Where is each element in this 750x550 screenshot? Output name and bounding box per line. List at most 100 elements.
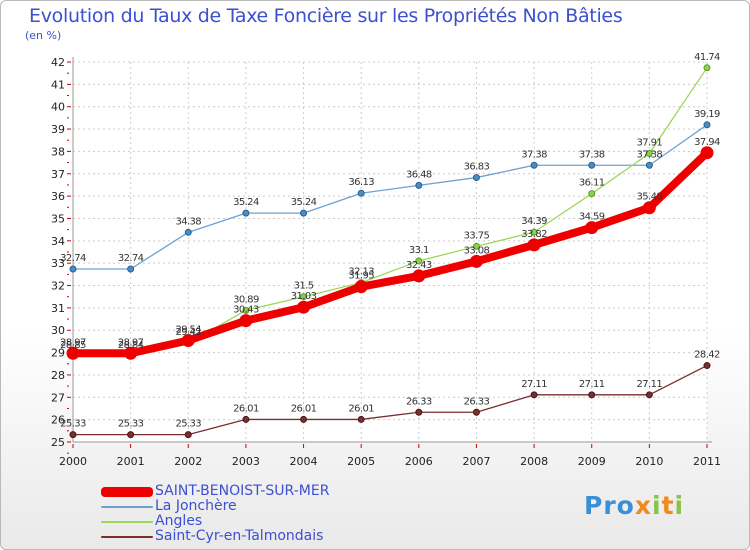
legend-swatch xyxy=(101,521,153,523)
x-tick-label: 2005 xyxy=(347,455,375,468)
x-tick-label: 2004 xyxy=(290,455,318,468)
data-point xyxy=(530,228,538,236)
data-point xyxy=(412,269,426,283)
y-tick-label: 34 xyxy=(51,235,65,248)
data-label: 28.97 xyxy=(60,337,86,348)
data-label: 33.1 xyxy=(409,245,429,256)
data-point xyxy=(124,346,138,360)
data-label: 36.83 xyxy=(464,162,490,173)
y-tick-label: 40 xyxy=(51,101,65,114)
x-tick-label: 2003 xyxy=(232,455,260,468)
x-tick-label: 2001 xyxy=(117,455,145,468)
series-line-1 xyxy=(72,124,708,270)
x-tick-label: 2002 xyxy=(174,455,202,468)
data-label: 34.59 xyxy=(579,212,605,223)
data-label: 37.91 xyxy=(637,137,663,148)
data-point xyxy=(469,254,483,268)
data-label: 25.33 xyxy=(118,419,144,430)
data-point xyxy=(530,391,538,399)
y-tick-label: 31 xyxy=(51,302,65,315)
y-tick-label: 33 xyxy=(51,257,65,270)
y-tick-label: 36 xyxy=(51,190,65,203)
data-label: 32.74 xyxy=(60,253,86,264)
data-point xyxy=(585,221,599,235)
data-point xyxy=(300,415,308,423)
logo-letter: t xyxy=(661,491,675,520)
legend-label: SAINT-BENOIST-SUR-MER xyxy=(155,483,330,499)
data-point xyxy=(357,189,365,197)
data-point xyxy=(300,293,308,301)
data-point xyxy=(184,228,192,236)
data-point xyxy=(588,190,596,198)
data-label: 34.39 xyxy=(521,216,547,227)
series-line-0 xyxy=(69,148,711,358)
data-label: 27.11 xyxy=(579,379,605,390)
data-label: 28.84 xyxy=(118,340,144,351)
data-point xyxy=(588,161,596,169)
data-point xyxy=(127,431,135,439)
data-label: 30.43 xyxy=(233,305,259,316)
data-point xyxy=(527,238,541,252)
legend-swatch xyxy=(101,536,153,538)
data-label: 37.38 xyxy=(579,149,605,160)
data-label: 37.38 xyxy=(637,149,663,160)
data-point xyxy=(472,174,480,182)
y-tick-label: 26 xyxy=(51,414,65,427)
x-tick-label: 2009 xyxy=(578,455,606,468)
data-label: 29.54 xyxy=(175,325,201,336)
data-label: 31.03 xyxy=(291,291,317,302)
x-tick-label: 2000 xyxy=(59,455,87,468)
data-point xyxy=(66,346,80,360)
y-tick-label: 37 xyxy=(51,168,65,181)
data-point xyxy=(242,306,250,314)
proxiti-logo: Proxiti xyxy=(584,491,684,520)
data-label: 41.74 xyxy=(694,52,720,63)
series-line-3 xyxy=(72,364,708,436)
y-tick-label: 35 xyxy=(51,212,65,225)
y-tick-label: 27 xyxy=(51,391,65,404)
data-label: 34.38 xyxy=(175,216,201,227)
x-tick-label: 2011 xyxy=(693,455,721,468)
data-label: 26.33 xyxy=(464,396,490,407)
data-point xyxy=(354,280,368,294)
legend-label: Angles xyxy=(155,513,203,529)
x-tick-label: 2008 xyxy=(520,455,548,468)
data-label: 33.82 xyxy=(521,229,547,240)
data-label: 28.97 xyxy=(118,337,144,348)
x-tick-label: 2006 xyxy=(405,455,433,468)
data-label: 27.11 xyxy=(521,379,547,390)
data-point xyxy=(588,391,596,399)
data-point xyxy=(242,209,250,217)
data-label: 36.48 xyxy=(406,169,432,180)
legend-swatch xyxy=(101,506,153,508)
data-label: 25.33 xyxy=(175,419,201,430)
data-point xyxy=(127,265,135,273)
data-label: 32.13 xyxy=(348,267,374,278)
data-label: 32.43 xyxy=(406,260,432,271)
data-point xyxy=(703,64,711,72)
data-point xyxy=(297,300,311,314)
data-label: 31.5 xyxy=(294,281,314,292)
data-point xyxy=(415,408,423,416)
logo-letter: x xyxy=(634,491,652,520)
data-point xyxy=(645,161,653,169)
y-tick-label: 30 xyxy=(51,324,65,337)
y-tick-label: 41 xyxy=(51,78,65,91)
data-label: 28.85 xyxy=(60,340,86,351)
data-label: 36.11 xyxy=(579,178,605,189)
data-point xyxy=(184,431,192,439)
data-point xyxy=(239,314,253,328)
y-tick-label: 29 xyxy=(51,347,65,360)
legend-label: La Jonchère xyxy=(155,498,237,514)
data-label: 37.94 xyxy=(694,137,720,148)
logo-letter: i xyxy=(652,491,662,520)
data-label: 35.24 xyxy=(233,197,259,208)
logo-letter: r xyxy=(603,491,617,520)
y-tick-label: 25 xyxy=(51,436,65,449)
y-tick-label: 32 xyxy=(51,280,65,293)
logo-letter: P xyxy=(584,491,604,520)
data-label: 39.19 xyxy=(694,109,720,120)
data-label: 36.13 xyxy=(348,177,374,188)
